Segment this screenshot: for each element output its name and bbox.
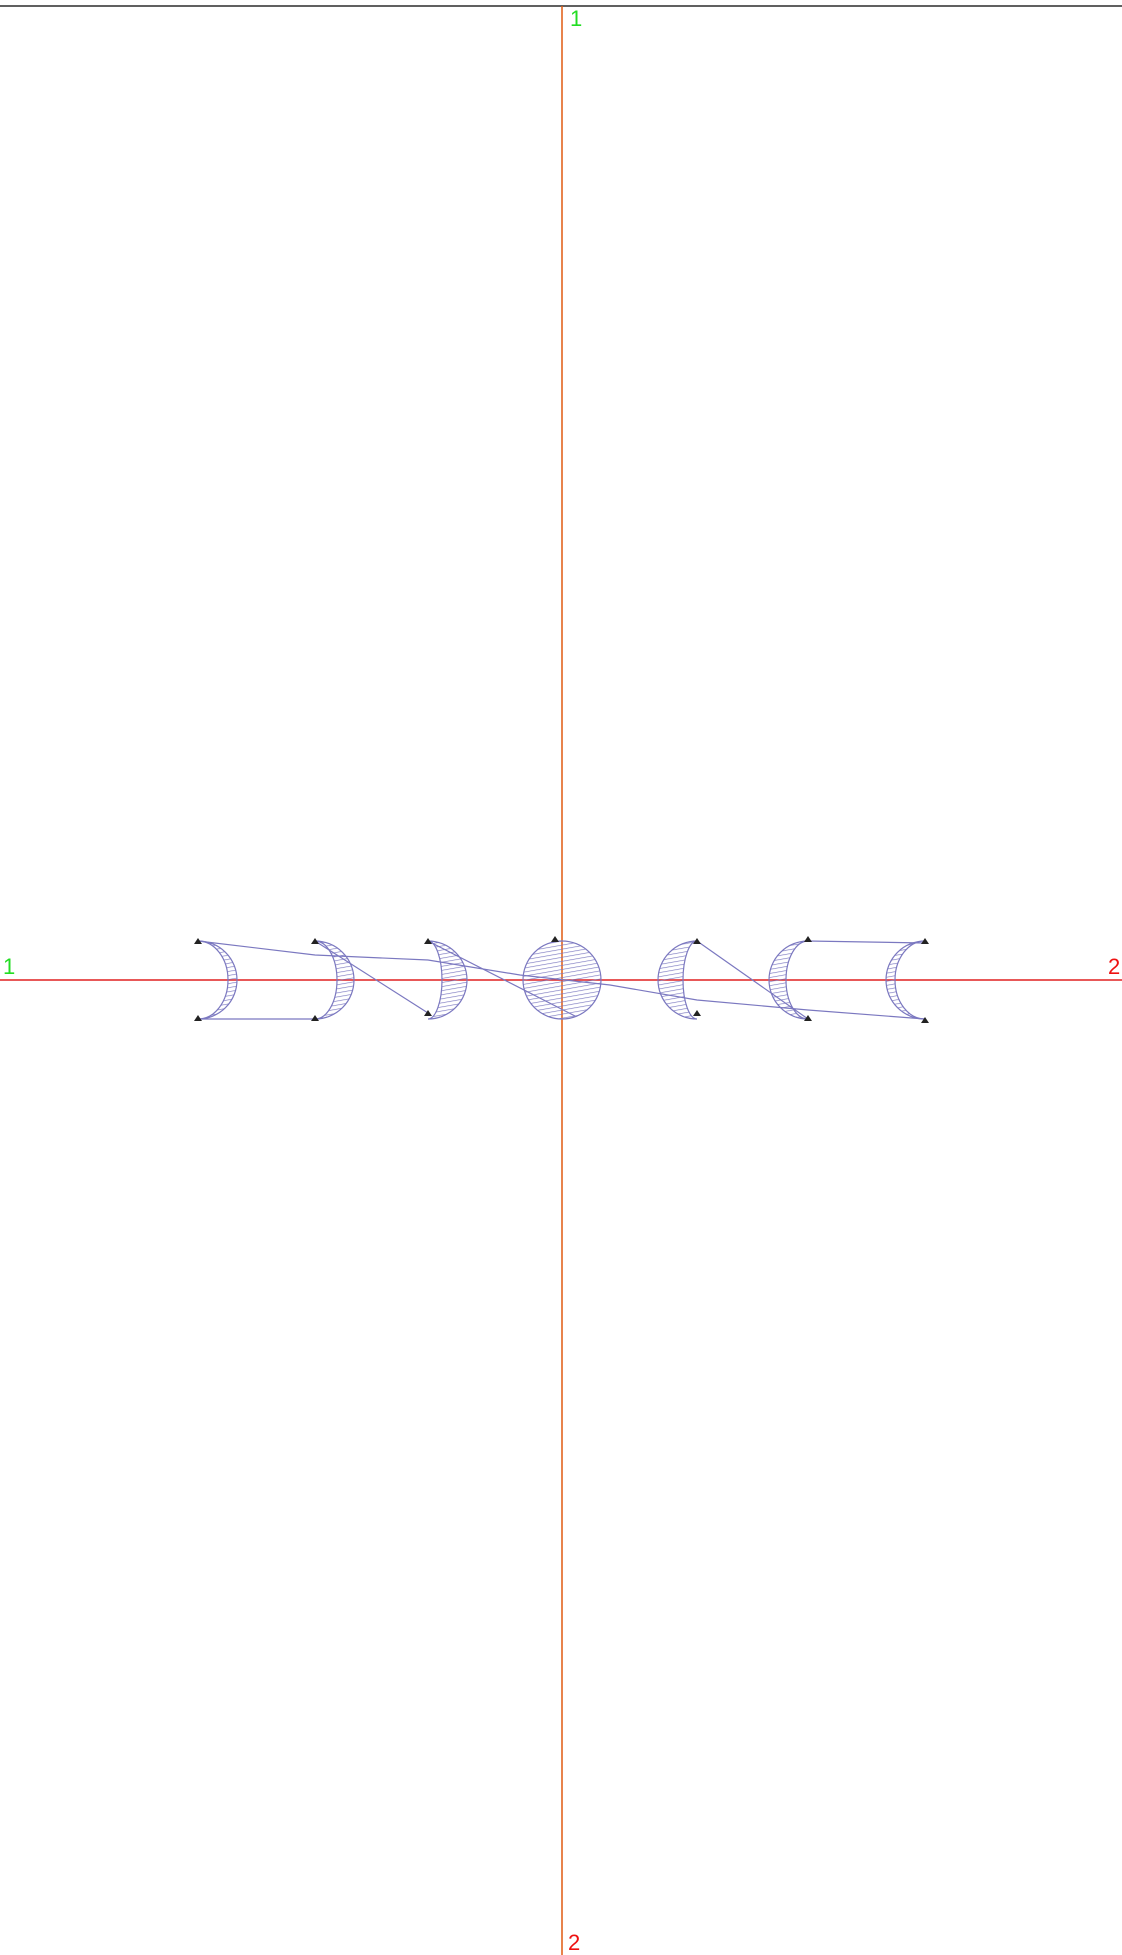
stitch-markers [194,936,929,1023]
vertical-start-label: 1 [570,6,582,31]
jump-line [427,940,576,1017]
marker [194,1015,202,1021]
marker [194,938,202,944]
horizontal-end-label: 2 [1108,954,1120,979]
moon-crescent [427,940,468,1020]
marker [921,1017,929,1023]
marker [551,936,559,942]
jump-line [807,940,926,944]
horizontal-start-label: 1 [3,954,15,979]
jump-line [696,940,809,1020]
marker [424,1010,432,1016]
jump-stitches [197,940,926,1020]
marker [693,1010,701,1016]
jump-line [314,940,429,1014]
marker [804,1015,812,1021]
vertical-end-label: 2 [568,1930,580,1955]
marker [804,936,812,942]
marker [921,938,929,944]
jump-line [197,940,926,1020]
marker [424,938,432,944]
marker [311,1015,319,1021]
moon-crescent [657,940,698,1020]
marker [693,938,701,944]
marker [311,938,319,944]
